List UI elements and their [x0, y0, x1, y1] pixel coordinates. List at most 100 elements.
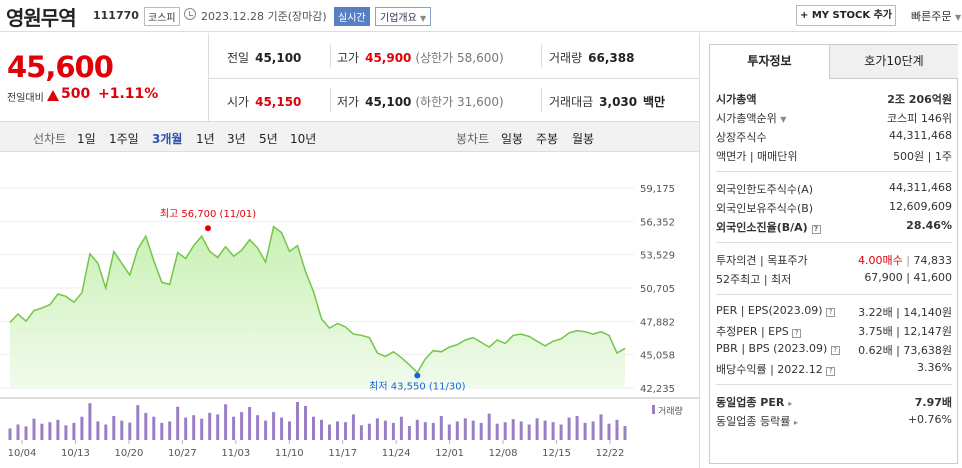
- info-row-market-cap: 시가총액 2조 206억원: [716, 91, 952, 109]
- stat-volume: 거래량 66,388: [549, 49, 634, 66]
- volume-bar: [583, 422, 587, 440]
- x-tick-label: 10/13: [61, 448, 90, 459]
- volume-bar: [439, 416, 443, 440]
- stat-amount: 거래대금 3,030 백만: [549, 93, 665, 110]
- info-label: 투자의견 | 목표주가: [716, 254, 808, 267]
- candle-daily[interactable]: 일봉: [501, 132, 524, 146]
- volume-bar: [487, 413, 491, 440]
- volume-bar: [160, 422, 164, 440]
- candle-weekly[interactable]: 주봉: [536, 132, 559, 146]
- volume-bar: [328, 424, 331, 440]
- date-label: 2023.12.28 기준(장마감): [201, 10, 327, 23]
- y-tick-label: 53,529: [640, 251, 675, 262]
- x-tick-label: 11/17: [328, 448, 357, 459]
- volume-bar: [575, 416, 579, 440]
- stat-value: 45,100: [365, 95, 412, 109]
- period-1w[interactable]: 1주일: [109, 132, 139, 146]
- info-label-text: 배당수익률 | 2022.12: [716, 363, 823, 376]
- divider: [716, 294, 952, 295]
- volume-bar: [503, 422, 507, 440]
- x-tick-label: 10/04: [8, 448, 37, 459]
- x-tick-label: 10/20: [114, 448, 143, 459]
- period-10y[interactable]: 10년: [290, 132, 317, 146]
- period-1d[interactable]: 1일: [77, 132, 96, 146]
- volume-bar: [336, 421, 339, 440]
- help-icon[interactable]: ?: [811, 225, 821, 234]
- info-row-rank: 시가총액순위 ▼ 코스피 146위: [716, 110, 952, 128]
- divider: [716, 171, 952, 172]
- period-5y[interactable]: 5년: [259, 132, 278, 146]
- help-icon[interactable]: ?: [826, 308, 836, 317]
- company-info-dropdown[interactable]: 기업개요 ▼: [375, 7, 432, 26]
- volume-bar: [495, 423, 499, 440]
- volume-bar: [543, 420, 547, 440]
- x-tick-label: 10/27: [168, 448, 197, 459]
- info-row-industry-change: 동일업종 등락률 ▸ +0.76%: [716, 413, 952, 431]
- info-value: 3.75배 | 12,147원: [858, 325, 952, 338]
- realtime-button[interactable]: 실시간: [334, 7, 370, 26]
- stat-prev-close: 전일 45,100: [227, 49, 301, 66]
- candle-monthly[interactable]: 월봉: [572, 132, 595, 146]
- price-change-pct: +1.11%: [98, 86, 159, 102]
- divider: [541, 44, 542, 68]
- chevron-right-icon[interactable]: ▸: [788, 399, 793, 408]
- min-price-marker: [414, 372, 421, 379]
- tab-orderbook[interactable]: 호가10단계: [830, 45, 958, 79]
- volume-bar: [32, 418, 36, 440]
- period-1y[interactable]: 1년: [196, 132, 215, 146]
- chevron-down-icon: ▼: [954, 13, 962, 22]
- chevron-down-icon[interactable]: ▼: [780, 115, 787, 124]
- volume-bar: [511, 419, 515, 440]
- candle-chart-label: 봉차트: [456, 132, 490, 146]
- volume-bar: [104, 424, 108, 440]
- help-icon[interactable]: ?: [792, 329, 802, 338]
- info-label-text: PBR | BPS (2023.09): [716, 342, 828, 355]
- volume-bar: [56, 419, 60, 440]
- volume-bar: [288, 421, 291, 440]
- volume-bar: [607, 423, 611, 440]
- info-row-per: PER | EPS(2023.09) ? 3.22배 | 14,140원: [716, 304, 952, 322]
- volume-bar: [344, 422, 347, 440]
- separator: |: [906, 254, 910, 267]
- info-label: 시가총액순위 ▼: [716, 110, 786, 126]
- volume-bar: [200, 418, 204, 440]
- y-tick-label: 45,058: [640, 351, 675, 362]
- volume-bar: [232, 416, 236, 440]
- price-line: [9, 225, 626, 374]
- info-value: 2조 206억원: [887, 93, 952, 106]
- volume-bar: [296, 402, 299, 440]
- volume-bar: [591, 421, 595, 440]
- info-value: 4.00매수 | 74,833: [858, 252, 952, 268]
- volume-bar: [551, 422, 555, 440]
- quick-order-link[interactable]: 빠른주문 ▼: [911, 8, 961, 24]
- info-value: 코스피 146위: [887, 112, 952, 125]
- info-row-foreign-limit: 외국인한도주식수(A) 44,311,468: [716, 181, 952, 199]
- volume-bar: [224, 404, 228, 440]
- tab-investment-info[interactable]: 투자정보: [710, 45, 830, 79]
- volume-bar: [40, 423, 44, 440]
- current-price: 45,600: [7, 50, 114, 84]
- info-value: 44,311,468: [889, 129, 952, 142]
- divider: [208, 78, 699, 79]
- add-mystock-button[interactable]: + MY STOCK 추가: [796, 5, 896, 26]
- volume-bar: [359, 425, 363, 440]
- period-3y[interactable]: 3년: [227, 132, 246, 146]
- chevron-right-icon[interactable]: ▸: [793, 418, 798, 427]
- volume-bar: [216, 414, 220, 440]
- info-row-pbr: PBR | BPS (2023.09) ? 0.62배 | 73,638원: [716, 342, 952, 360]
- volume-bar: [80, 416, 84, 440]
- y-tick-label: 47,882: [640, 317, 675, 328]
- volume-bar: [375, 418, 379, 440]
- clock-icon: [184, 8, 196, 20]
- help-icon[interactable]: ?: [830, 346, 840, 355]
- volume-bar: [391, 422, 395, 440]
- volume-bar: [407, 426, 411, 440]
- price-chart[interactable]: 59,175 56,352 53,529 50,705 47,882 45,058 42,2…: [0, 160, 699, 468]
- x-tick-label: 12/15: [542, 448, 571, 459]
- stat-value: 66,388: [588, 51, 635, 65]
- y-tick-label: 56,352: [640, 217, 675, 228]
- help-icon[interactable]: ?: [826, 367, 836, 376]
- period-3m[interactable]: 3개월: [152, 132, 183, 146]
- info-label: PER | EPS(2023.09) ?: [716, 304, 836, 317]
- volume-bar: [8, 428, 12, 440]
